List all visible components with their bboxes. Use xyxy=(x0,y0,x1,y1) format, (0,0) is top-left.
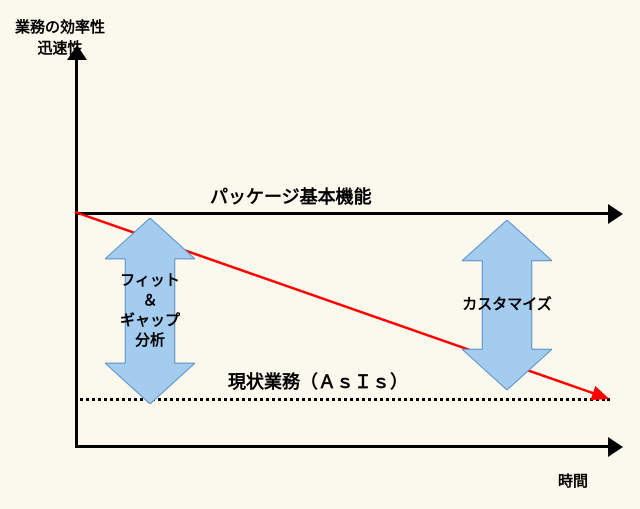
fit-gap-label: フィット＆ギャップ分析 xyxy=(105,218,195,404)
diagram-canvas: 業務の効率性 迅速性 時間 パッケージ基本機能 現状業務（ＡｓＩｓ） フィット＆… xyxy=(0,0,640,509)
customize-label: カスタマイズ xyxy=(452,220,562,390)
